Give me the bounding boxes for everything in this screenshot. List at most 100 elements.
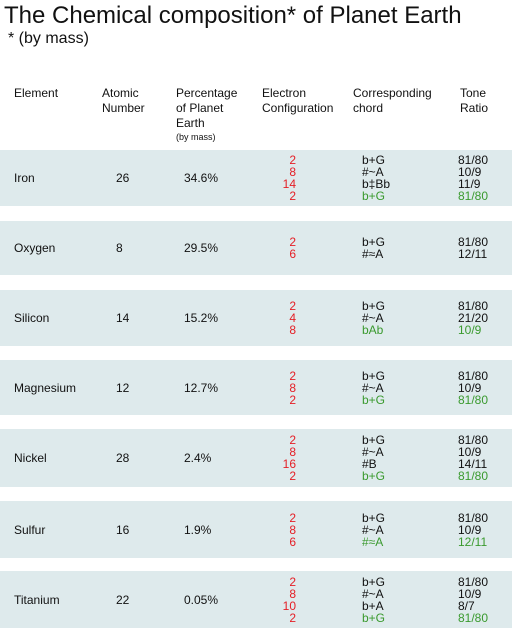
page-subtitle: * (by mass): [8, 30, 89, 47]
corresponding-chord-line: b+G: [362, 299, 386, 313]
electron-configuration-line: 2: [289, 575, 296, 589]
atomic-number: 22: [116, 593, 130, 607]
corresponding-chord-line: b+G: [362, 189, 386, 203]
electron-configuration-line: 2: [289, 469, 296, 483]
electron-configuration-line: 4: [289, 311, 296, 325]
electron-configuration-line: 8: [289, 381, 296, 395]
tone-ratio-line: 81/80: [458, 235, 489, 249]
corresponding-chord: b+G #~A b+G: [362, 370, 385, 406]
tone-ratio-line: 14/11: [458, 457, 488, 471]
percentage: 34.6%: [184, 171, 219, 185]
element-name: Silicon: [14, 311, 50, 325]
element-name: Sulfur: [14, 523, 46, 537]
electron-configuration: 2 8 14 2: [266, 154, 296, 202]
atomic-number: 16: [116, 523, 130, 537]
corresponding-chord: b+G #~A #B b+G: [362, 434, 385, 482]
table-row: Oxygen 8 29.5% 2 6 b+G #≈A 81/80 12/11: [0, 221, 512, 275]
corresponding-chord-line: #≈A: [362, 535, 384, 549]
tone-ratio: 81/80 10/9 12/11: [458, 512, 488, 548]
header-atomic-number: Atomic Number: [102, 86, 145, 115]
tone-ratio-line: 81/80: [458, 299, 489, 313]
electron-configuration-line: 8: [289, 445, 296, 459]
electron-configuration-line: 2: [289, 153, 296, 167]
table-row: Silicon 14 15.2% 2 4 8 b+G #~A bAb 81/80 21/20 10/9: [0, 290, 512, 346]
percentage: 29.5%: [184, 241, 219, 255]
page-title: The Chemical composition* of Planet Eart…: [4, 2, 462, 29]
electron-configuration: 2 8 10 2: [266, 576, 296, 624]
tone-ratio-line: 81/80: [458, 369, 489, 383]
corresponding-chord-line: #~A: [362, 165, 384, 179]
tone-ratio-line: 10/9: [458, 323, 482, 337]
corresponding-chord: b+G #≈A: [362, 236, 385, 260]
corresponding-chord: b+G #~A bAb: [362, 300, 385, 336]
element-name: Magnesium: [14, 381, 77, 395]
tone-ratio-line: 81/80: [458, 153, 489, 167]
header-corresponding-chord: Corresponding chord: [353, 86, 432, 115]
table-row: Magnesium 12 12.7% 2 8 2 b+G #~A b+G 81/80 10/9 81/…: [0, 360, 512, 415]
corresponding-chord-line: b+G: [362, 575, 386, 589]
tone-ratio-line: 21/20: [458, 311, 489, 325]
tone-ratio: 81/80 10/9 81/80: [458, 370, 488, 406]
corresponding-chord-line: b+G: [362, 469, 386, 483]
electron-configuration-line: 8: [289, 587, 296, 601]
tone-ratio-line: 8/7: [458, 599, 475, 613]
table-row: Iron 26 34.6% 2 8 14 2 b+G #~A b‡Bb b+G 81/80 10/9 11…: [0, 150, 512, 206]
percentage: 1.9%: [184, 523, 212, 537]
electron-configuration-line: 2: [289, 393, 296, 407]
tone-ratio: 81/80 12/11: [458, 236, 488, 260]
element-name: Titanium: [14, 593, 60, 607]
corresponding-chord-line: b‡Bb: [362, 177, 391, 191]
electron-configuration-line: 10: [282, 599, 296, 613]
table-row: Nickel 28 2.4% 2 8 16 2 b+G #~A #B b+G 81/80 10/9 14/…: [0, 429, 512, 487]
electron-configuration-line: 6: [289, 247, 296, 261]
corresponding-chord-line: #~A: [362, 445, 384, 459]
electron-configuration-line: 16: [282, 457, 296, 471]
tone-ratio-line: 81/80: [458, 433, 489, 447]
electron-configuration-line: 2: [289, 189, 296, 203]
electron-configuration-line: 2: [289, 235, 296, 249]
corresponding-chord-line: #~A: [362, 311, 384, 325]
corresponding-chord-line: b+G: [362, 393, 386, 407]
electron-configuration-line: 14: [282, 177, 296, 191]
tone-ratio-line: 81/80: [458, 393, 489, 407]
electron-configuration-line: 8: [289, 165, 296, 179]
tone-ratio-line: 81/80: [458, 469, 489, 483]
tone-ratio: 81/80 21/20 10/9: [458, 300, 488, 336]
percentage: 12.7%: [184, 381, 219, 395]
electron-configuration-line: 2: [289, 369, 296, 383]
corresponding-chord-line: b+G: [362, 611, 386, 625]
corresponding-chord-line: b+G: [362, 153, 386, 167]
atomic-number: 26: [116, 171, 130, 185]
tone-ratio-line: 81/80: [458, 511, 489, 525]
corresponding-chord: b+G #~A b+A b+G: [362, 576, 385, 624]
tone-ratio: 81/80 10/9 11/9 81/80: [458, 154, 488, 202]
element-name: Oxygen: [14, 241, 56, 255]
atomic-number: 8: [116, 241, 123, 255]
table-row: Sulfur 16 1.9% 2 8 6 b+G #~A #≈A 81/80 10/9 12/11: [0, 501, 512, 558]
electron-configuration-line: 6: [289, 535, 296, 549]
electron-configuration: 2 8 16 2: [266, 434, 296, 482]
tone-ratio-line: 12/11: [458, 535, 488, 549]
tone-ratio-line: 81/80: [458, 611, 489, 625]
atomic-number: 28: [116, 451, 130, 465]
tone-ratio-line: 10/9: [458, 587, 482, 601]
corresponding-chord-line: #~A: [362, 587, 384, 601]
tone-ratio-line: 10/9: [458, 381, 482, 395]
corresponding-chord-line: b+G: [362, 511, 386, 525]
corresponding-chord-line: b+G: [362, 369, 386, 383]
corresponding-chord-line: #~A: [362, 523, 384, 537]
tone-ratio-line: 81/80: [458, 189, 489, 203]
atomic-number: 12: [116, 381, 130, 395]
element-name: Iron: [14, 171, 35, 185]
electron-configuration-line: 2: [289, 611, 296, 625]
percentage: 0.05%: [184, 593, 219, 607]
electron-configuration-line: 2: [289, 299, 296, 313]
corresponding-chord-line: bAb: [362, 323, 384, 337]
tone-ratio-line: 81/80: [458, 575, 489, 589]
tone-ratio-line: 10/9: [458, 445, 482, 459]
corresponding-chord-line: b+A: [362, 599, 384, 613]
